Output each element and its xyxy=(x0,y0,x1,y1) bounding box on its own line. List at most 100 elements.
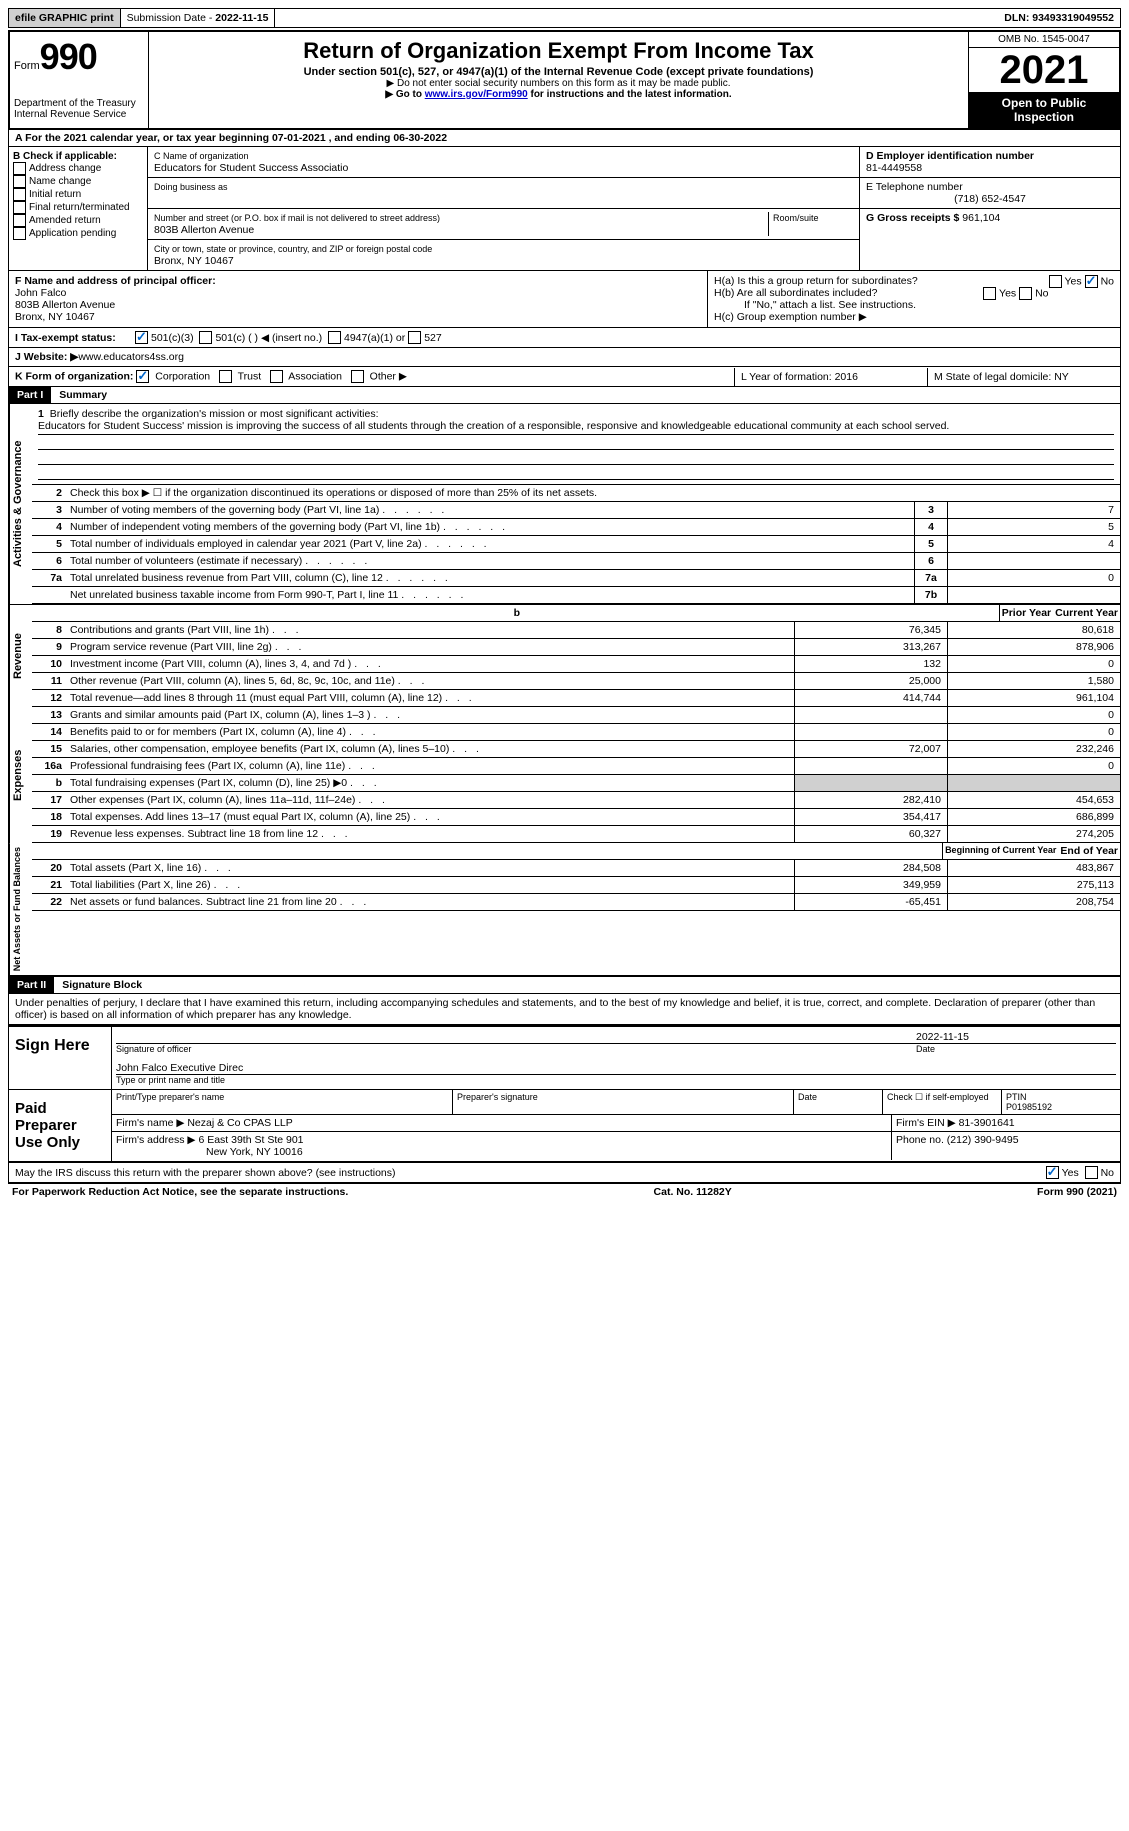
ptin-label: PTIN xyxy=(1006,1092,1027,1102)
activities-governance-section: Activities & Governance 1 Briefly descri… xyxy=(8,404,1121,605)
footer: For Paperwork Reduction Act Notice, see … xyxy=(8,1184,1121,1200)
current-year-hdr: Current Year xyxy=(1053,605,1120,621)
dln-label: DLN: xyxy=(1004,12,1032,24)
sign-section: Sign Here 2022-11-15 Signature of office… xyxy=(8,1025,1121,1163)
org-city: Bronx, NY 10467 xyxy=(154,255,234,267)
opt-527: 527 xyxy=(424,332,442,344)
form-header: Form990 Department of the Treasury Inter… xyxy=(8,30,1121,130)
revenue-section: Revenue b Prior Year Current Year 8Contr… xyxy=(8,605,1121,707)
table-row: 19Revenue less expenses. Subtract line 1… xyxy=(32,826,1120,843)
header-left: Form990 Department of the Treasury Inter… xyxy=(10,32,149,128)
cb-501c3[interactable] xyxy=(135,331,148,344)
form-org-row: K Form of organization: Corporation Trus… xyxy=(8,367,1121,387)
hc-label: H(c) Group exemption number ▶ xyxy=(714,311,1114,323)
phone-value: (718) 652-4547 xyxy=(866,193,1114,205)
info-grid: B Check if applicable: Address change Na… xyxy=(8,147,1121,271)
table-row: 12Total revenue—add lines 8 through 11 (… xyxy=(32,690,1120,707)
goto-pre: ▶ Go to xyxy=(385,89,424,100)
form-subtitle: Under section 501(c), 527, or 4947(a)(1)… xyxy=(153,66,964,78)
tax-exempt-label: I Tax-exempt status: xyxy=(15,332,135,344)
firm-phone: (212) 390-9495 xyxy=(947,1134,1019,1146)
opt-name-change: Name change xyxy=(29,176,91,187)
part2-header: Part II xyxy=(9,977,54,993)
col-d-ein: D Employer identification number 81-4449… xyxy=(860,147,1120,270)
sig-officer-label: Signature of officer xyxy=(116,1044,916,1054)
irs-label: Internal Revenue Service xyxy=(14,109,144,120)
table-row: bTotal fundraising expenses (Part IX, co… xyxy=(32,775,1120,792)
ha-no[interactable] xyxy=(1085,275,1098,288)
checkbox-final-return[interactable] xyxy=(13,201,26,214)
form-label: Form xyxy=(14,60,40,72)
opt-assoc: Association xyxy=(288,370,342,382)
org-name-label: C Name of organization xyxy=(154,151,249,161)
table-row: Net unrelated business taxable income fr… xyxy=(32,587,1120,604)
hb-label: H(b) Are all subordinates included? xyxy=(714,287,877,299)
netassets-section: Net Assets or Fund Balances Beginning of… xyxy=(8,843,1121,977)
room-label: Room/suite xyxy=(773,213,819,223)
checkbox-app-pending[interactable] xyxy=(13,227,26,240)
checkbox-name-change[interactable] xyxy=(13,175,26,188)
website-label: J Website: ▶ xyxy=(15,351,78,363)
ptin-value: P01985192 xyxy=(1006,1102,1052,1112)
discuss-no[interactable] xyxy=(1085,1166,1098,1179)
discuss-yes[interactable] xyxy=(1046,1166,1059,1179)
officer-addr2: Bronx, NY 10467 xyxy=(15,311,95,323)
checkbox-amended[interactable] xyxy=(13,214,26,227)
officer-name: John Falco xyxy=(15,287,66,299)
officer-addr1: 803B Allerton Avenue xyxy=(15,299,115,311)
firm-name: Nezaj & Co CPAS LLP xyxy=(187,1117,292,1129)
firm-addr1: 6 East 39th St Ste 901 xyxy=(198,1134,303,1146)
firm-addr2: New York, NY 10016 xyxy=(116,1146,303,1158)
ein-label: D Employer identification number xyxy=(866,150,1034,162)
hb-yes[interactable] xyxy=(983,287,996,300)
goto-post: for instructions and the latest informat… xyxy=(528,89,732,100)
checkbox-address-change[interactable] xyxy=(13,162,26,175)
table-row: 20Total assets (Part X, line 16) . . .28… xyxy=(32,860,1120,877)
ha-yes[interactable] xyxy=(1049,275,1062,288)
side-expenses: Expenses xyxy=(9,707,32,843)
hb-no[interactable] xyxy=(1019,287,1032,300)
cb-assoc[interactable] xyxy=(270,370,283,383)
table-row: 6Total number of volunteers (estimate if… xyxy=(32,553,1120,570)
netassets-header-row: Beginning of Current Year End of Year xyxy=(32,843,1120,860)
line-2: 2 Check this box ▶ ☐ if the organization… xyxy=(32,485,1120,502)
col-b-title: B Check if applicable: xyxy=(13,151,117,162)
table-row: 4Number of independent voting members of… xyxy=(32,519,1120,536)
cb-corp[interactable] xyxy=(136,370,149,383)
part1-title: Summary xyxy=(51,387,1120,403)
part2-title-row: Part II Signature Block xyxy=(8,977,1121,994)
group-return: H(a) Is this a group return for subordin… xyxy=(708,271,1120,327)
cb-trust[interactable] xyxy=(219,370,232,383)
tax-year: 2021 xyxy=(969,48,1119,92)
efile-print-button[interactable]: efile GRAPHIC print xyxy=(9,9,121,27)
table-row: 3Number of voting members of the governi… xyxy=(32,502,1120,519)
opt-501c: 501(c) ( ) ◀ (insert no.) xyxy=(215,332,322,344)
line2-desc: Check this box ▶ ☐ if the organization d… xyxy=(66,485,1120,501)
opt-other: Other ▶ xyxy=(370,370,407,382)
checkbox-initial-return[interactable] xyxy=(13,188,26,201)
omb-number: OMB No. 1545-0047 xyxy=(969,32,1119,48)
table-row: 13Grants and similar amounts paid (Part … xyxy=(32,707,1120,724)
revenue-header-row: b Prior Year Current Year xyxy=(32,605,1120,622)
firm-phone-label: Phone no. xyxy=(896,1134,947,1146)
opt-address-change: Address change xyxy=(29,163,101,174)
hb-note: If "No," attach a list. See instructions… xyxy=(714,299,1114,311)
table-row: 17Other expenses (Part IX, column (A), l… xyxy=(32,792,1120,809)
cb-4947[interactable] xyxy=(328,331,341,344)
opt-initial-return: Initial return xyxy=(29,189,81,200)
footer-paperwork: For Paperwork Reduction Act Notice, see … xyxy=(12,1186,348,1198)
org-address: 803B Allerton Avenue xyxy=(154,224,254,236)
tax-exempt-row: I Tax-exempt status: 501(c)(3) 501(c) ( … xyxy=(8,328,1121,348)
dba-label: Doing business as xyxy=(154,182,228,192)
table-row: 22Net assets or fund balances. Subtract … xyxy=(32,894,1120,911)
preparer-label: Paid Preparer Use Only xyxy=(9,1090,112,1161)
cb-501c[interactable] xyxy=(199,331,212,344)
city-label: City or town, state or province, country… xyxy=(154,244,432,254)
footer-catno: Cat. No. 11282Y xyxy=(654,1186,732,1198)
col-b-checkboxes: B Check if applicable: Address change Na… xyxy=(9,147,148,270)
firm-ein-label: Firm's EIN ▶ xyxy=(896,1117,959,1129)
irs-gov-link[interactable]: www.irs.gov/Form990 xyxy=(425,89,528,100)
cb-527[interactable] xyxy=(408,331,421,344)
cb-other[interactable] xyxy=(351,370,364,383)
prep-check-label: Check ☐ if self-employed xyxy=(882,1090,1001,1114)
